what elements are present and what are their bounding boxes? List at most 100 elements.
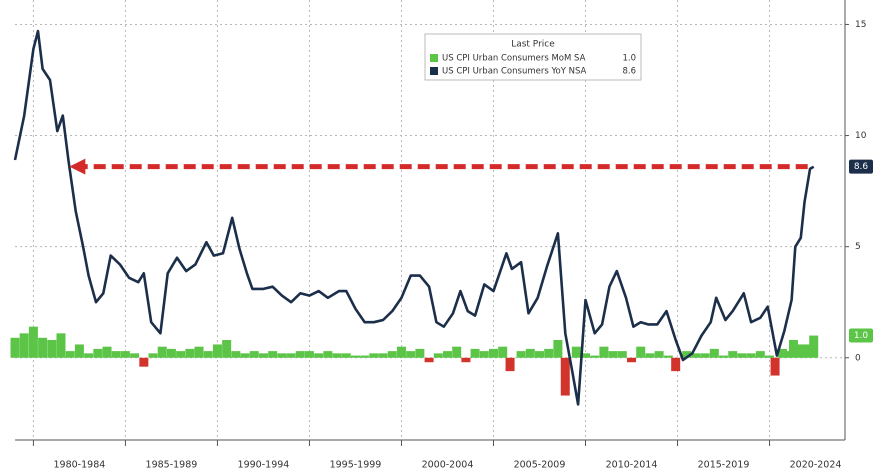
bar xyxy=(341,353,351,358)
bar xyxy=(654,351,664,358)
bar xyxy=(645,353,655,358)
bar xyxy=(240,353,250,358)
bar xyxy=(19,333,29,358)
bar xyxy=(544,348,554,358)
bar xyxy=(571,346,581,358)
arrow-head xyxy=(69,158,86,175)
bar xyxy=(28,326,38,358)
bar xyxy=(406,351,416,358)
x-tick-label: 2010-2014 xyxy=(606,460,658,471)
bar xyxy=(415,348,425,358)
value-tag xyxy=(849,328,873,343)
bar xyxy=(176,351,186,358)
bar xyxy=(719,355,729,358)
bar xyxy=(56,333,66,358)
bar xyxy=(516,351,526,358)
bar xyxy=(304,351,314,358)
x-tick-label: 2020-2024 xyxy=(790,460,842,471)
legend: Last Price US CPI Urban Consumers MoM SA… xyxy=(424,33,642,81)
bar xyxy=(157,346,167,358)
legend-value: 1.0 xyxy=(622,54,636,64)
bar xyxy=(560,357,570,396)
bar xyxy=(258,353,268,358)
bar xyxy=(608,351,618,358)
bar xyxy=(65,351,75,358)
bar xyxy=(809,335,819,358)
value-tag-label: 1.0 xyxy=(854,331,869,341)
bar xyxy=(590,355,600,358)
bar xyxy=(682,351,692,358)
bar xyxy=(47,340,57,358)
x-tick-label: 1980-1984 xyxy=(54,460,106,471)
bar xyxy=(369,353,379,358)
bar xyxy=(525,348,535,358)
axes: 0 5 10 15 1980-1984 1985-1989 1990-1994 1995-19… xyxy=(15,0,873,471)
bar xyxy=(249,351,259,358)
bar xyxy=(470,348,480,358)
bar xyxy=(498,346,508,358)
bar xyxy=(231,351,241,358)
bar xyxy=(636,346,646,358)
value-tag xyxy=(849,159,873,174)
bar xyxy=(84,353,94,358)
bar xyxy=(663,355,673,358)
legend-label: US CPI Urban Consumers MoM SA xyxy=(442,54,586,64)
bar xyxy=(10,337,20,358)
bar xyxy=(387,351,397,358)
bar xyxy=(433,353,443,358)
bar xyxy=(314,353,324,358)
bar xyxy=(378,353,388,358)
bar xyxy=(38,337,48,358)
bar xyxy=(442,351,452,358)
legend-label: US CPI Urban Consumers YoY NSA xyxy=(442,67,587,77)
bar xyxy=(783,351,793,358)
bar xyxy=(671,357,681,372)
bar xyxy=(700,353,710,358)
bar xyxy=(535,351,545,358)
x-tick-label: 1985-1989 xyxy=(146,460,198,471)
bar xyxy=(222,340,232,358)
bar xyxy=(74,344,84,358)
bar xyxy=(194,346,204,358)
y-tick-label: 5 xyxy=(855,242,861,252)
lines xyxy=(13,29,815,406)
bar xyxy=(777,348,787,358)
bar xyxy=(765,355,775,358)
bars xyxy=(10,326,819,396)
legend-swatch xyxy=(430,67,438,75)
bar xyxy=(396,346,406,358)
value-tag-label: 8.6 xyxy=(854,162,869,172)
x-tick-label: 1995-1999 xyxy=(330,460,382,471)
bar xyxy=(505,357,515,372)
bar xyxy=(93,348,103,358)
bar xyxy=(728,351,738,358)
bar xyxy=(424,357,434,363)
x-tick-label: 2005-2009 xyxy=(514,460,566,471)
bar xyxy=(148,353,158,358)
bar xyxy=(212,344,222,358)
bar xyxy=(120,351,130,358)
bar xyxy=(691,353,701,358)
x-tick-label: 1990-1994 xyxy=(238,460,290,471)
bar xyxy=(796,344,806,358)
bar xyxy=(360,355,370,358)
bar xyxy=(452,346,462,358)
bar xyxy=(139,357,149,367)
y-tick-label: 0 xyxy=(855,353,861,363)
bar xyxy=(755,351,765,358)
bar xyxy=(350,355,360,358)
bar xyxy=(746,353,756,358)
bar xyxy=(627,357,637,363)
bar xyxy=(488,348,498,358)
bar xyxy=(770,357,780,376)
bar xyxy=(709,348,719,358)
legend-box xyxy=(424,33,642,81)
bar xyxy=(277,353,287,358)
bar xyxy=(111,351,121,358)
bar xyxy=(185,348,195,358)
x-tick-label: 2000-2004 xyxy=(422,460,474,471)
bar xyxy=(166,348,176,358)
bar xyxy=(102,346,112,358)
bar xyxy=(130,353,140,358)
